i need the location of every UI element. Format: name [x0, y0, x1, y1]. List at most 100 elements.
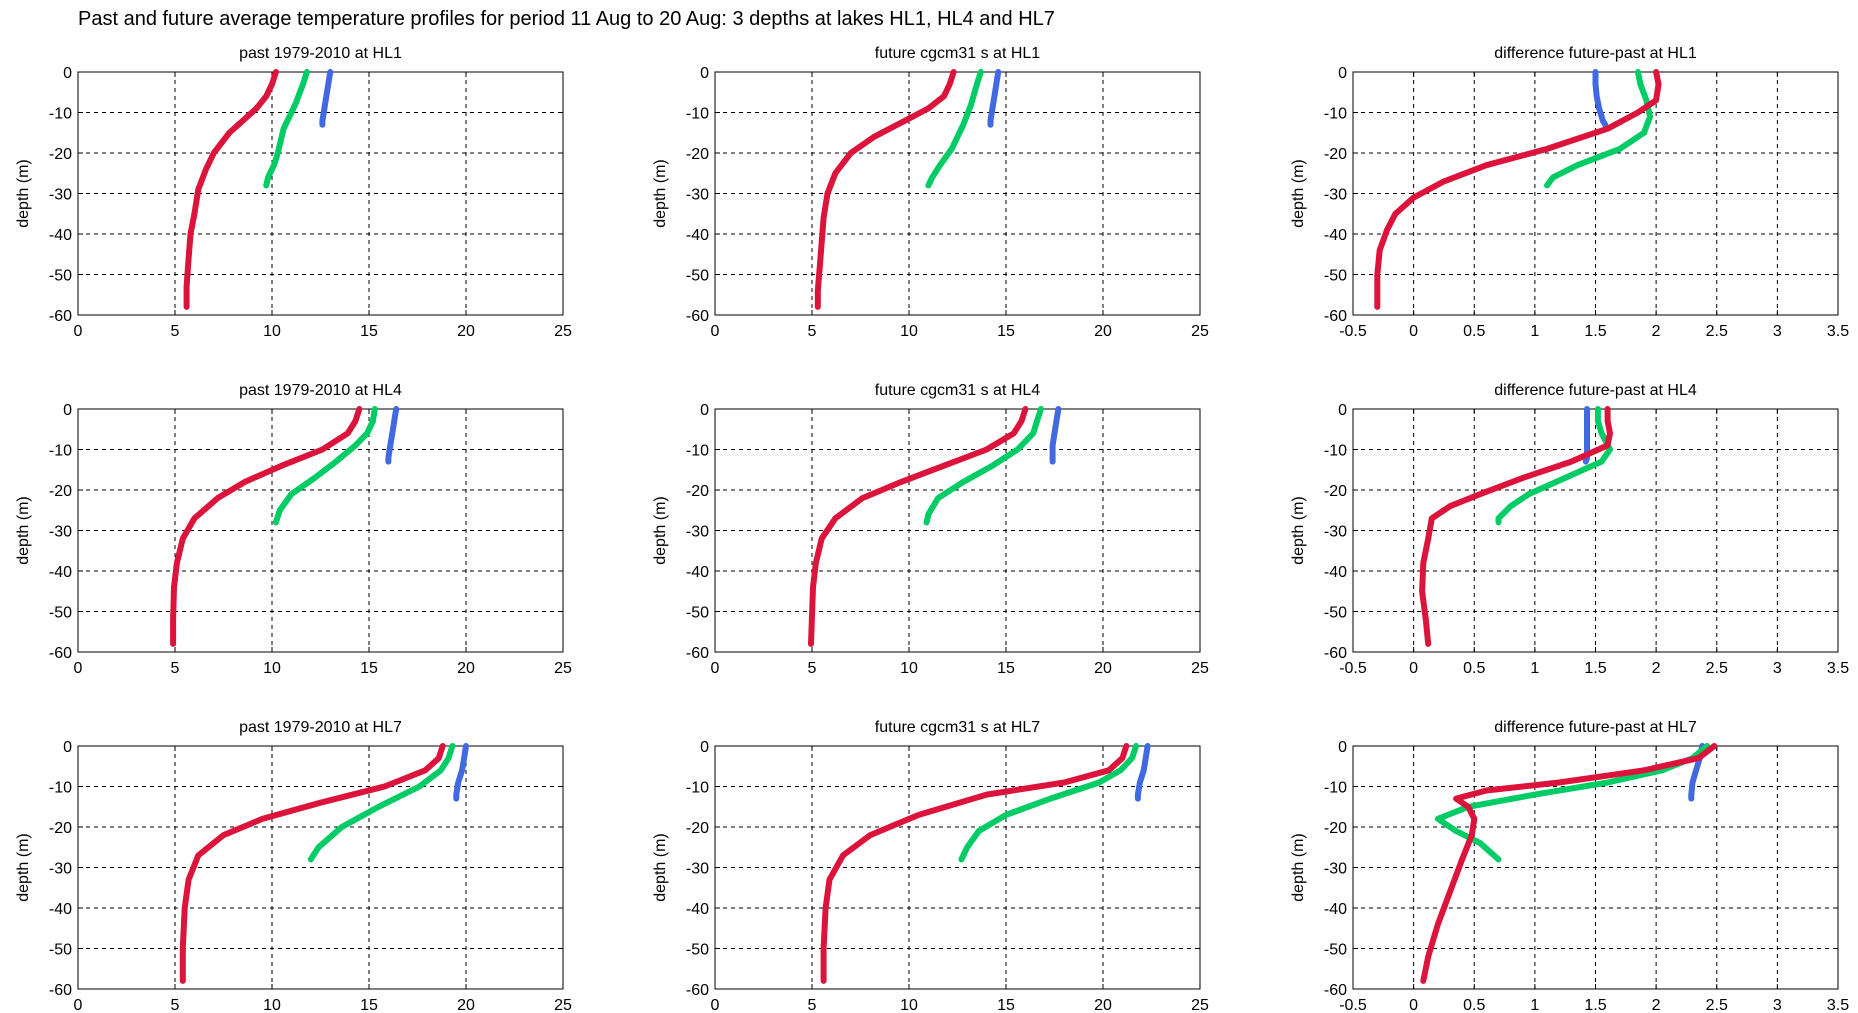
y-axis-label: depth (m) [15, 159, 32, 227]
x-tick-label: 20 [457, 660, 475, 677]
y-tick-label: -10 [49, 443, 72, 460]
x-tick-label: 0 [711, 997, 720, 1013]
y-axis-label: depth (m) [1290, 496, 1307, 564]
y-axis-label: depth (m) [1290, 159, 1307, 227]
x-tick-label: 25 [1191, 323, 1209, 340]
y-tick-label: -50 [686, 605, 709, 622]
y-tick-label: -20 [49, 820, 72, 837]
series-line-green [263, 69, 310, 189]
series-line-green [958, 743, 1139, 863]
series-line-green [1544, 69, 1654, 189]
y-tick-label: -40 [686, 227, 709, 244]
y-tick-label: -50 [49, 942, 72, 959]
x-tick-label: 5 [808, 997, 817, 1013]
y-tick-label: -40 [1324, 564, 1347, 581]
y-tick-label: -40 [49, 564, 72, 581]
y-tick-label: 0 [700, 402, 709, 419]
y-tick-label: -30 [49, 861, 72, 878]
y-tick-label: -10 [49, 780, 72, 797]
x-tick-label: 15 [360, 660, 378, 677]
x-tick-label: 2 [1652, 323, 1661, 340]
x-tick-label: 0 [74, 660, 83, 677]
y-tick-label: -20 [1324, 146, 1347, 163]
x-tick-label: 2.5 [1706, 660, 1728, 677]
x-tick-label: 10 [900, 323, 918, 340]
series-line-blue [987, 69, 1002, 128]
y-tick-label: -30 [686, 861, 709, 878]
y-tick-label: -20 [1324, 820, 1347, 837]
series-line-blue [1582, 406, 1590, 465]
y-tick-label: -40 [686, 901, 709, 918]
axes-frame [1352, 745, 1839, 990]
series-line-green [307, 743, 456, 863]
subplot-title: difference future-past at HL1 [1494, 45, 1697, 62]
y-tick-label: -40 [686, 564, 709, 581]
y-tick-label: -20 [49, 146, 72, 163]
y-tick-label: -60 [1324, 645, 1347, 662]
x-tick-label: -0.5 [1339, 997, 1367, 1013]
y-tick-label: -50 [686, 942, 709, 959]
x-tick-label: 15 [997, 660, 1015, 677]
x-tick-label: 15 [997, 997, 1015, 1013]
y-tick-label: -10 [1324, 780, 1347, 797]
x-tick-label: 5 [171, 323, 180, 340]
x-tick-label: 2 [1652, 660, 1661, 677]
series-line-green [1495, 406, 1613, 526]
x-tick-label: 10 [900, 997, 918, 1013]
x-tick-label: 20 [1094, 660, 1112, 677]
series-line-red [808, 406, 1029, 647]
series-line-blue [385, 406, 400, 465]
y-axis-label: depth (m) [652, 833, 669, 901]
y-tick-label: -20 [49, 483, 72, 500]
x-tick-label: 15 [360, 997, 378, 1013]
y-tick-label: -50 [1324, 605, 1347, 622]
x-tick-label: 10 [263, 323, 281, 340]
subplot-3: -0.5 0 0.5 1 1.5 2 2.5 3 3.5 0 -10 -20 -30 -40 -50 -60 d… [1290, 45, 1849, 340]
y-tick-label: -30 [1324, 861, 1347, 878]
subplot-9: -0.5 0 0.5 1 1.5 2 2.5 3 3.5 0 -10 -20 -30 -40 -50 -60 d… [1290, 719, 1849, 1013]
x-tick-label: 10 [263, 997, 281, 1013]
x-tick-label: 1 [1530, 660, 1539, 677]
y-tick-label: -30 [49, 524, 72, 541]
subplot-7: 0 5 10 15 20 25 0 -10 -20 -30 -40 -50 -60 past 1979-2… [15, 719, 572, 1013]
y-axis-label: depth (m) [15, 496, 32, 564]
x-tick-label: 0 [711, 323, 720, 340]
subplot-6: -0.5 0 0.5 1 1.5 2 2.5 3 3.5 0 -10 -20 -30 -40 -50 -60 d… [1290, 382, 1849, 677]
y-axis-label: depth (m) [652, 496, 669, 564]
x-tick-label: -0.5 [1339, 660, 1367, 677]
y-tick-label: -40 [1324, 227, 1347, 244]
x-tick-label: 25 [1191, 660, 1209, 677]
x-tick-label: 0.5 [1463, 660, 1485, 677]
y-tick-label: -30 [1324, 524, 1347, 541]
y-tick-label: 0 [63, 739, 72, 756]
x-tick-label: -0.5 [1339, 323, 1367, 340]
x-tick-label: 25 [554, 660, 572, 677]
x-tick-label: 0.5 [1463, 997, 1485, 1013]
x-tick-label: 3 [1773, 660, 1782, 677]
x-tick-label: 0 [1409, 997, 1418, 1013]
y-tick-label: -40 [49, 901, 72, 918]
y-tick-label: -60 [686, 308, 709, 325]
x-tick-label: 20 [1094, 323, 1112, 340]
series-line-red [183, 69, 279, 310]
y-tick-label: -60 [686, 982, 709, 999]
x-tick-label: 3.5 [1827, 660, 1849, 677]
series-line-green [923, 406, 1044, 526]
y-tick-label: 0 [1338, 739, 1347, 756]
y-tick-label: -30 [686, 524, 709, 541]
y-tick-label: -60 [1324, 308, 1347, 325]
y-tick-label: -20 [686, 146, 709, 163]
figure-title: Past and future average temperature prof… [78, 8, 1055, 30]
subplot-title: future cgcm31 s at HL4 [875, 382, 1041, 399]
subplot-title: difference future-past at HL7 [1494, 719, 1697, 736]
y-tick-label: -50 [49, 605, 72, 622]
series-line-red [1374, 69, 1662, 310]
y-tick-label: -50 [686, 268, 709, 285]
axes-frame [714, 408, 1201, 653]
y-tick-label: -10 [1324, 443, 1347, 460]
x-tick-label: 0 [1409, 660, 1418, 677]
x-tick-label: 0 [1409, 323, 1418, 340]
x-tick-label: 25 [554, 323, 572, 340]
y-tick-label: -10 [1324, 106, 1347, 123]
subplot-title: past 1979-2010 at HL7 [239, 719, 402, 736]
